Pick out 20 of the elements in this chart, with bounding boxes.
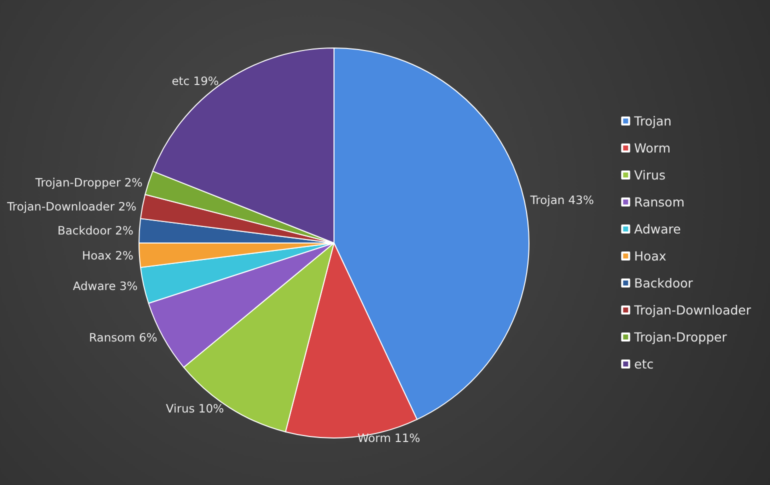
legend-label: Trojan bbox=[633, 114, 672, 128]
legend-label: Adware bbox=[634, 222, 682, 236]
legend-label: Worm bbox=[634, 140, 671, 156]
category-label: Trojan 43% bbox=[530, 193, 594, 208]
category-label: Hoax 2% bbox=[82, 248, 134, 262]
category-label: Worm 11% bbox=[357, 431, 420, 446]
legend-label: Trojan-Downloader bbox=[633, 302, 752, 318]
legend-label: Backdoor bbox=[634, 276, 694, 290]
legend-label: Hoax bbox=[634, 248, 666, 264]
category-label: Ransom 6% bbox=[89, 330, 158, 344]
category-label: Virus 10% bbox=[166, 401, 224, 416]
category-label: etc 19% bbox=[172, 74, 219, 88]
legend-label: Virus bbox=[634, 168, 666, 182]
category-label: Trojan-Dropper 2% bbox=[35, 175, 143, 190]
legend-label: etc bbox=[634, 356, 654, 372]
category-label: Adware 3% bbox=[72, 278, 138, 293]
category-label: Backdoor 2% bbox=[57, 224, 134, 238]
category-label: Trojan-Downloader 2% bbox=[7, 199, 136, 214]
legend-label: Ransom bbox=[634, 194, 685, 210]
legend-label: Trojan-Dropper bbox=[633, 330, 728, 344]
